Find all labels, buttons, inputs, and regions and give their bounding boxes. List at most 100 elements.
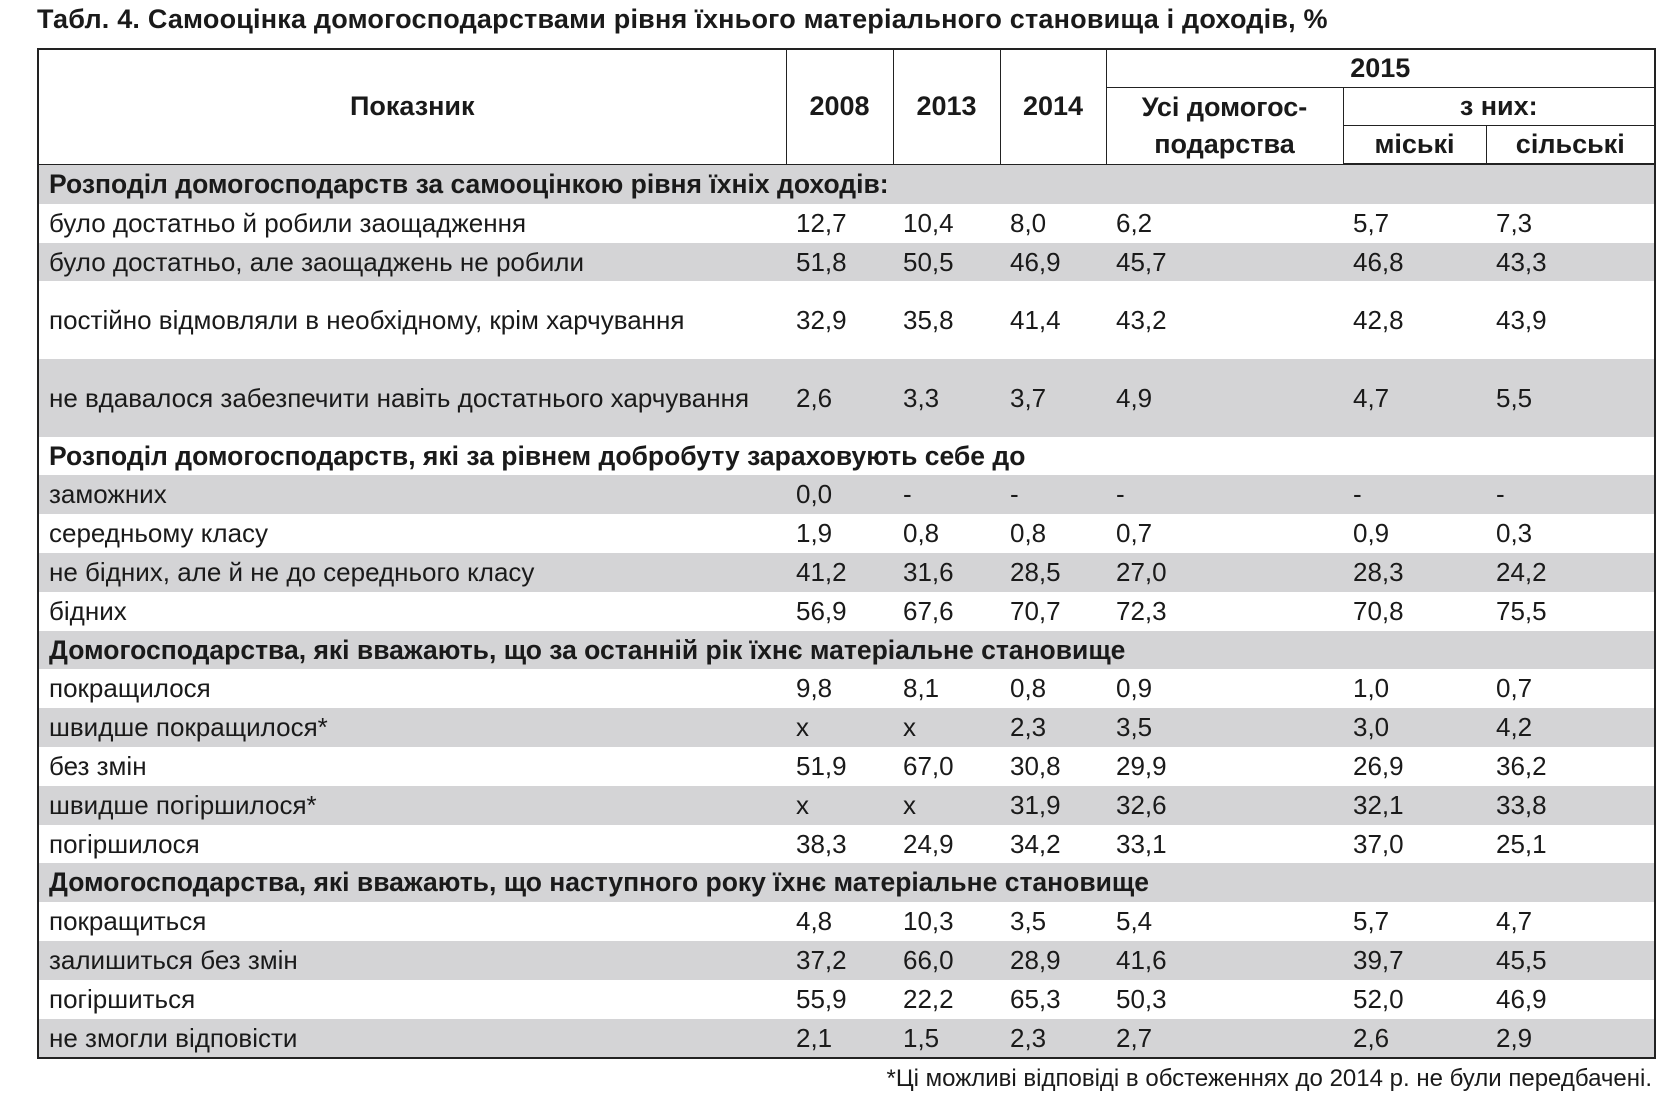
table-row: постійно відмовляли в необхідному, крім … xyxy=(38,281,1655,359)
cell-value: 26,9 xyxy=(1353,750,1404,781)
cell-value: 27,0 xyxy=(1106,552,1343,592)
cell-value: 75,5 xyxy=(1496,595,1547,626)
section-row: Розподіл домогосподарств за самооцінкою … xyxy=(38,164,1656,204)
header-year-2014: 2014 xyxy=(999,48,1107,165)
cell-value: 37,2 xyxy=(786,940,893,980)
cell-value: x xyxy=(893,785,1000,825)
cell-value: 46,8 xyxy=(1343,242,1486,282)
row-label: залишиться без змін xyxy=(38,940,786,980)
cell-value: 43,3 xyxy=(1486,242,1656,282)
section-row: Домогосподарства, які вважають, що за ос… xyxy=(38,630,1656,670)
cell-value: 28,5 xyxy=(1000,552,1106,592)
cell-value: 65,3 xyxy=(1010,983,1061,1014)
header-rural: сільські xyxy=(1485,125,1656,165)
cell-value: 2,3 xyxy=(1000,708,1106,747)
cell-value: 45,5 xyxy=(1486,940,1656,980)
header-year-2008: 2008 xyxy=(785,48,894,165)
cell-value: 8,1 xyxy=(903,673,940,704)
cell-value: 4,7 xyxy=(1496,906,1533,937)
row-label: швидше погіршилося* xyxy=(38,785,786,825)
section-title: Домогосподарства, які вважають, що насту… xyxy=(38,863,1656,903)
cell-value: 2,1 xyxy=(786,1018,893,1059)
row-label: погіршиться xyxy=(49,983,196,1014)
cell-value: 5,7 xyxy=(1353,207,1390,238)
header-indicator: Показник xyxy=(37,48,787,165)
cell-value: 31,6 xyxy=(893,552,1000,592)
cell-value: 51,9 xyxy=(796,750,847,781)
cell-value: 36,2 xyxy=(1496,750,1547,781)
cell-value: 38,3 xyxy=(796,828,847,859)
table-header: Показник 2008 2013 2014 2015 Усі домогос… xyxy=(37,48,1656,165)
row-label: середньому класу xyxy=(49,518,269,549)
footnote: *Ці можливі відповіді в обстеженнях до 2… xyxy=(886,1065,1652,1092)
cell-value: 70,7 xyxy=(1010,595,1061,626)
cell-value: 50,5 xyxy=(893,242,1000,282)
section-title: Розподіл домогосподарств за самооцінкою … xyxy=(38,164,1656,204)
cell-value: 22,2 xyxy=(903,983,954,1014)
cell-value: 10,4 xyxy=(903,207,954,238)
cell-value: 2,9 xyxy=(1486,1018,1656,1059)
row-label: не змогли відповісти xyxy=(38,1018,786,1059)
cell-value: x xyxy=(786,708,893,747)
cell-value: 34,2 xyxy=(1010,828,1061,859)
cell-value: x xyxy=(786,785,893,825)
cell-value: 4,2 xyxy=(1486,708,1656,747)
cell-value: 0,8 xyxy=(903,518,940,549)
table-row: було достатньо, але заощаджень не робили… xyxy=(38,242,1656,282)
cell-value: 0,8 xyxy=(1010,518,1047,549)
cell-value: 55,9 xyxy=(796,983,847,1014)
cell-value: 29,9 xyxy=(1116,750,1167,781)
header-year-2013: 2013 xyxy=(892,48,1001,165)
row-label: заможних xyxy=(38,475,786,515)
table-row: заможних 0,0- - - - - xyxy=(38,475,1656,515)
cell-value: 31,9 xyxy=(1000,785,1106,825)
cell-value: 9,8 xyxy=(796,673,833,704)
table-title: Табл. 4. Самооцінка домогосподарствами р… xyxy=(37,4,1328,34)
cell-value: 32,9 xyxy=(796,305,847,336)
table-row: середньому класу 1,9 0,8 0,8 0,7 0,9 0,3 xyxy=(38,514,1655,553)
cell-value: 56,9 xyxy=(796,595,847,626)
row-label: без змін xyxy=(49,750,147,781)
table-row: швидше погіршилося* x x 31,9 32,6 32,1 33,8 xyxy=(38,785,1656,825)
cell-value: 0,9 xyxy=(1116,673,1153,704)
cell-value: 24,2 xyxy=(1486,552,1656,592)
cell-value: 39,7 xyxy=(1343,940,1486,980)
cell-value: 67,0 xyxy=(903,750,954,781)
cell-value: 0,7 xyxy=(1496,673,1533,704)
header-of-them: з них: xyxy=(1342,87,1656,126)
section-row: Розподіл домогосподарств, які за рівнем … xyxy=(38,437,1655,476)
cell-value: 1,0 xyxy=(1353,673,1390,704)
cell-value: 3,5 xyxy=(1010,906,1047,937)
cell-value: 41,4 xyxy=(1010,305,1061,336)
section-row: Домогосподарства, які вважають, що насту… xyxy=(38,863,1656,903)
row-label: покращиться xyxy=(49,906,207,937)
cell-value: 3,7 xyxy=(1000,358,1106,437)
table-row: бідних 56,9 67,6 70,7 72,3 70,8 75,5 xyxy=(38,592,1655,631)
section-title: Домогосподарства, які вважають, що за ос… xyxy=(38,630,1656,670)
cell-value: 42,8 xyxy=(1353,305,1404,336)
table-row: покращиться 4,8 10,3 3,5 5,4 5,7 4,7 xyxy=(38,902,1655,941)
cell-value: 0,0 xyxy=(786,475,893,515)
cell-value: 3,5 xyxy=(1106,708,1343,747)
cell-value: 0,3 xyxy=(1496,518,1533,549)
cell-value: 72,3 xyxy=(1116,595,1167,626)
cell-value: 67,6 xyxy=(903,595,954,626)
cell-value: 28,9 xyxy=(1000,940,1106,980)
cell-value: 3,0 xyxy=(1343,708,1486,747)
cell-value: 46,9 xyxy=(1496,983,1547,1014)
row-label: було достатньо, але заощаджень не робили xyxy=(38,242,786,282)
cell-value: x xyxy=(893,708,1000,747)
cell-value: 33,1 xyxy=(1116,828,1167,859)
cell-value: - xyxy=(1343,475,1486,515)
cell-value: 70,8 xyxy=(1353,595,1404,626)
cell-value: 7,3 xyxy=(1496,207,1533,238)
row-label: швидше покращилося* xyxy=(38,708,786,747)
table-row: залишиться без змін 37,2 66,0 28,9 41,6 39,7 4… xyxy=(38,940,1656,980)
header-urban: міські xyxy=(1342,125,1487,165)
table-row: покращилося 9,8 8,1 0,8 0,9 1,0 0,7 xyxy=(38,669,1655,708)
table-body: Розподіл домогосподарств за самооцінкою … xyxy=(38,164,1656,1059)
row-label: не вдавалося забезпечити навіть достатнь… xyxy=(38,358,786,437)
row-label: покращилося xyxy=(49,673,211,704)
cell-value: 2,6 xyxy=(786,358,893,437)
cell-value: 4,9 xyxy=(1106,358,1343,437)
